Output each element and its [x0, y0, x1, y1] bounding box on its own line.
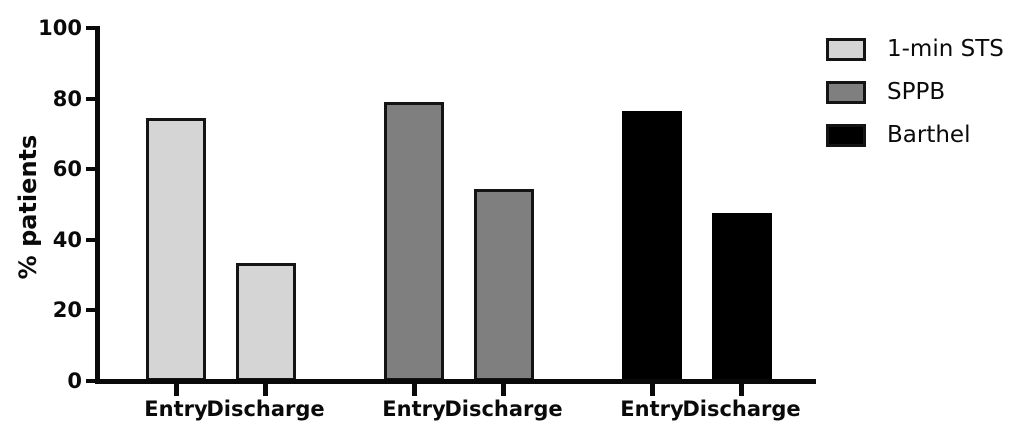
x-axis-line — [95, 379, 816, 384]
bar-sppb-discharge — [473, 188, 534, 381]
legend-swatch-sppb — [826, 80, 866, 104]
legend-item-sppb: SPPB — [826, 79, 1004, 105]
x-tick-label-sppb-entry: Entry — [382, 397, 446, 421]
y-tick-label-20: 20 — [52, 298, 82, 323]
y-axis-line — [95, 26, 100, 383]
legend-swatch-1-min-sts — [826, 37, 866, 61]
bar-1-min-sts-entry — [146, 118, 206, 381]
y-axis-title: % patients — [14, 134, 42, 280]
bar-barthel-discharge — [711, 213, 772, 381]
legend: 1-min STS SPPB Barthel — [826, 36, 1004, 165]
x-tick-mark-sppb-discharge — [501, 383, 506, 396]
legend-label-sppb: SPPB — [887, 79, 946, 105]
y-tick-label-60: 60 — [52, 157, 82, 182]
y-tick-label-100: 100 — [38, 16, 82, 40]
x-tick-label-barthel-entry: Entry — [620, 397, 684, 421]
y-tick-mark-40 — [86, 237, 97, 242]
x-tick-label-1-min-sts-entry: Entry — [144, 397, 208, 421]
bar-1-min-sts-discharge — [235, 262, 296, 381]
y-tick-mark-60 — [86, 167, 97, 172]
x-tick-mark-barthel-discharge — [739, 383, 744, 396]
legend-label-barthel: Barthel — [887, 122, 971, 148]
y-tick-mark-20 — [86, 308, 97, 313]
y-tick-label-40: 40 — [52, 227, 82, 252]
bar-sppb-entry — [384, 102, 444, 381]
legend-item-barthel: Barthel — [826, 122, 1004, 148]
x-tick-mark-sppb-entry — [411, 383, 417, 396]
x-tick-label-sppb-discharge: Discharge — [444, 397, 563, 421]
legend-item-1-min-sts: 1-min STS — [826, 36, 1004, 62]
x-tick-mark-1-min-sts-entry — [173, 383, 179, 396]
legend-swatch-barthel — [826, 123, 866, 147]
y-tick-mark-0 — [86, 379, 97, 383]
x-tick-mark-barthel-entry — [649, 383, 655, 396]
y-tick-label-0: 0 — [67, 369, 82, 393]
y-tick-mark-100 — [86, 26, 97, 30]
x-tick-mark-1-min-sts-discharge — [263, 383, 268, 396]
bar-barthel-entry — [622, 110, 682, 381]
y-tick-label-80: 80 — [52, 86, 82, 111]
x-tick-label-barthel-discharge: Discharge — [682, 397, 801, 421]
legend-label-1-min-sts: 1-min STS — [887, 36, 1004, 62]
y-tick-mark-80 — [86, 96, 97, 101]
x-tick-label-1-min-sts-discharge: Discharge — [206, 397, 325, 421]
